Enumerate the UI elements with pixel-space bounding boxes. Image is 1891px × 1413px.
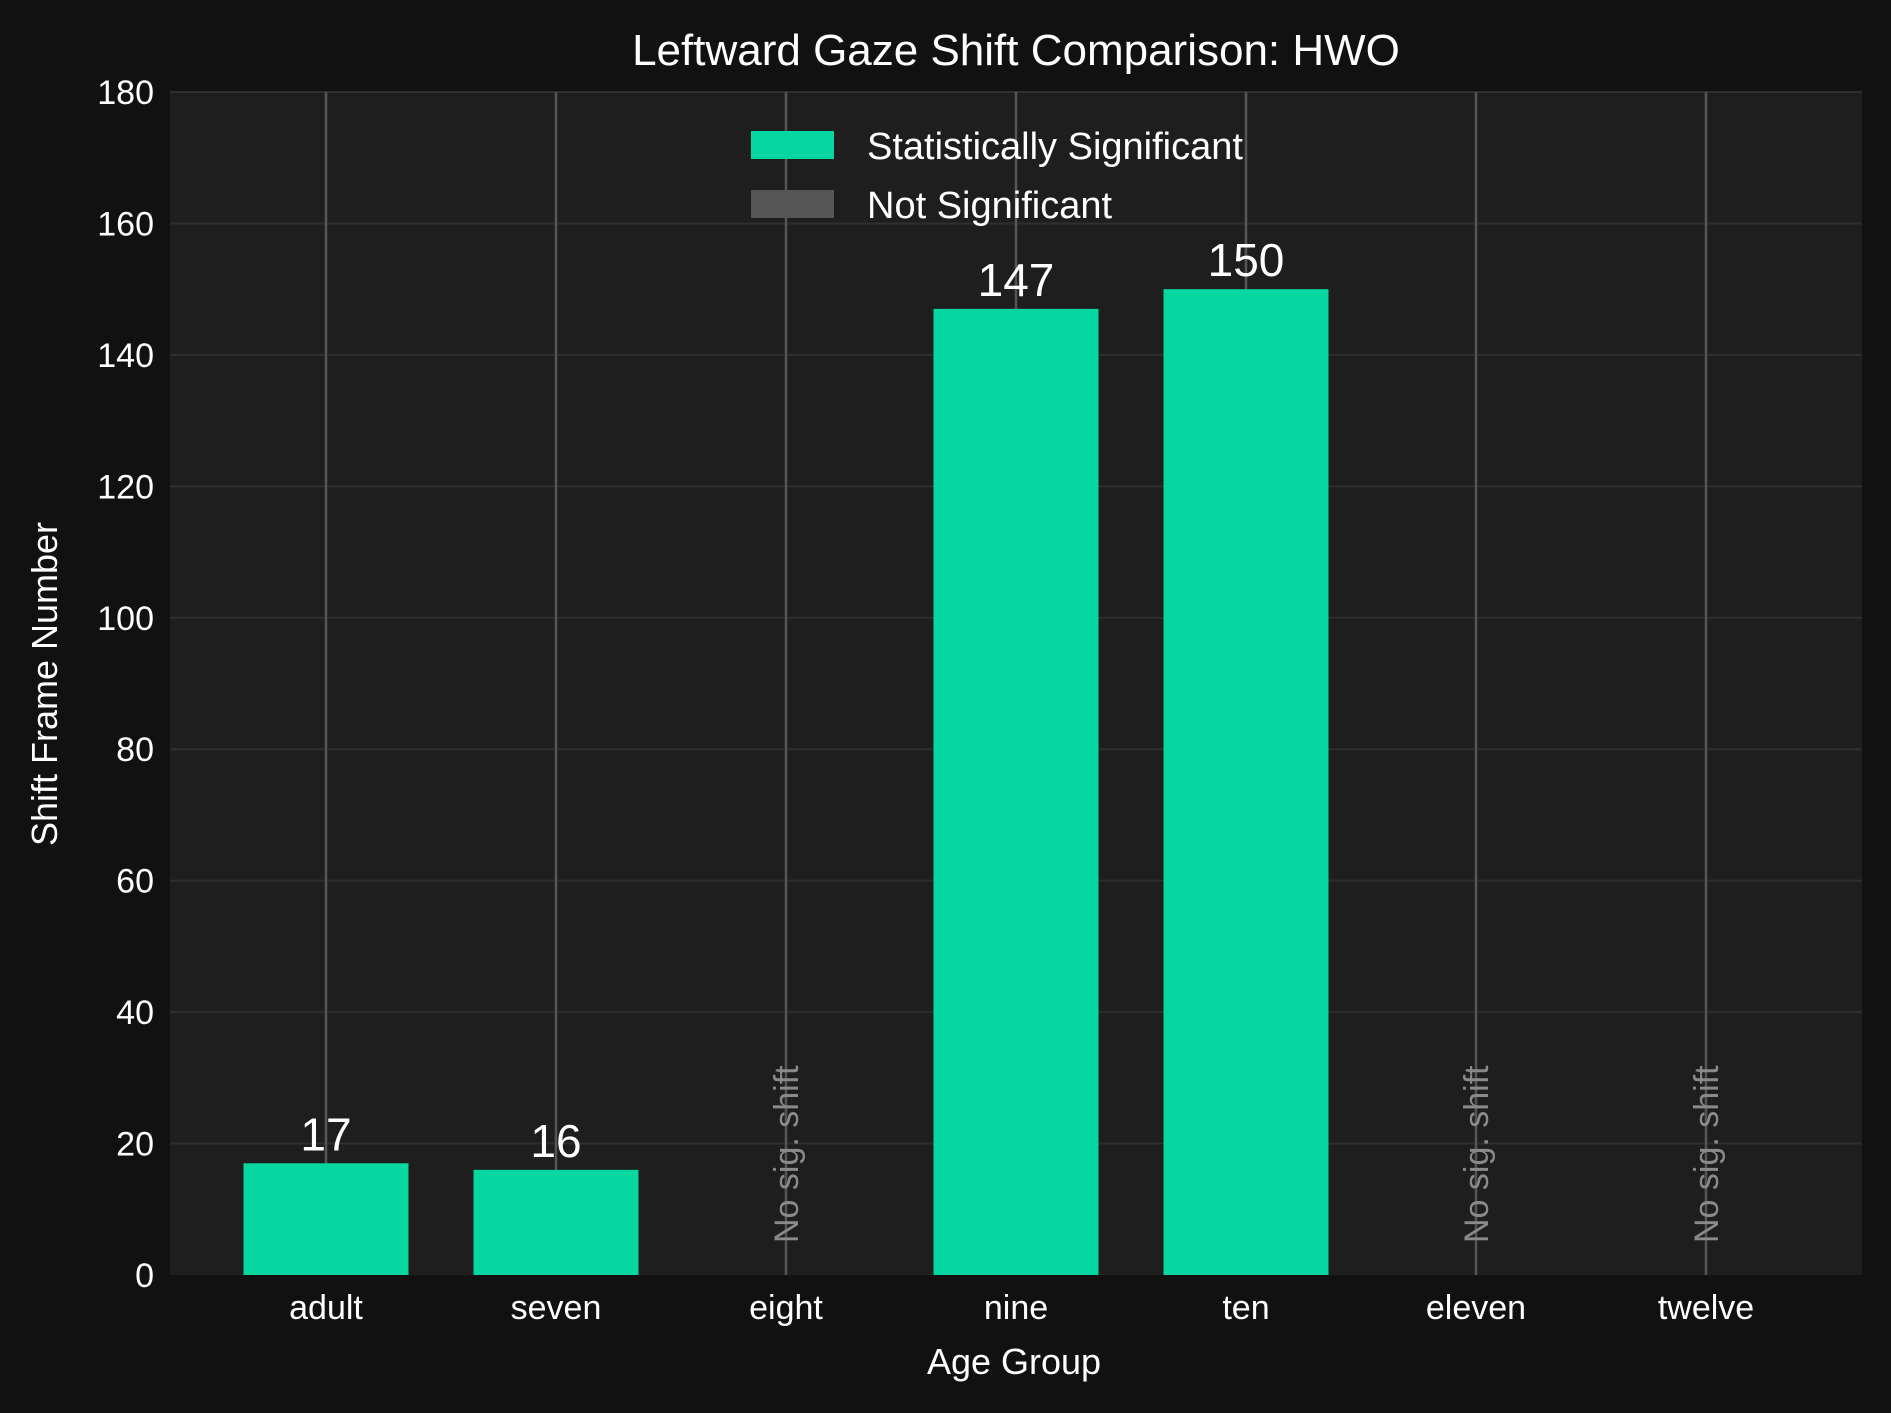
legend-label-significant: Statistically Significant (867, 126, 1243, 168)
y-tick-label: 120 (97, 468, 154, 506)
x-tick-label-twelve: twelve (1658, 1289, 1754, 1327)
y-tick-label: 60 (116, 863, 154, 901)
legend-swatch-significant (751, 131, 834, 159)
bars (243, 289, 1329, 1276)
y-tick-label: 20 (116, 1126, 154, 1164)
y-tick-label: 80 (116, 731, 154, 769)
bar-adult (243, 1163, 409, 1275)
y-tick-label: 160 (97, 205, 154, 243)
bar-ten (1163, 289, 1329, 1276)
x-tick-label-adult: adult (289, 1289, 363, 1327)
category-lines (324, 92, 1708, 1275)
x-tick-label-seven: seven (511, 1289, 602, 1327)
y-tick-label: 40 (116, 994, 154, 1032)
bar-nine (933, 308, 1099, 1276)
legend-swatch-not-significant (751, 190, 834, 218)
x-tick-label-eleven: eleven (1426, 1289, 1526, 1327)
y-tick-label: 0 (135, 1257, 154, 1295)
no-sig-label-eight: No sig. shift (768, 1065, 806, 1243)
x-tick-label-ten: ten (1222, 1289, 1269, 1327)
x-axis-label: Age Group (927, 1341, 1101, 1382)
value-label-ten: 150 (1208, 234, 1285, 286)
legend-label-not-significant: Not Significant (867, 185, 1112, 227)
legend: Statistically Significant Not Significan… (751, 126, 1243, 227)
y-axis-label: Shift Frame Number (24, 522, 65, 846)
y-tick-label: 100 (97, 600, 154, 638)
value-label-seven: 16 (530, 1115, 581, 1167)
no-sig-label-twelve: No sig. shift (1688, 1065, 1726, 1243)
chart-title: Leftward Gaze Shift Comparison: HWO (632, 26, 1400, 75)
x-tick-label-nine: nine (984, 1289, 1048, 1327)
no-sig-label-eleven: No sig. shift (1458, 1065, 1496, 1243)
bar-seven (473, 1169, 639, 1275)
value-label-nine: 147 (978, 254, 1055, 306)
y-tick-label: 140 (97, 337, 154, 375)
y-axis-ticks: 0 20 40 60 80 100 120 140 160 180 (97, 74, 154, 1295)
value-label-adult: 17 (300, 1108, 351, 1160)
x-axis-ticks: adult seven eight nine ten eleven twelve (289, 1289, 1754, 1327)
x-tick-label-eight: eight (749, 1289, 823, 1327)
bar-labels: 17 16 No sig. shift 147 150 No sig. shift No s… (300, 234, 1726, 1243)
y-tick-label: 180 (97, 74, 154, 112)
